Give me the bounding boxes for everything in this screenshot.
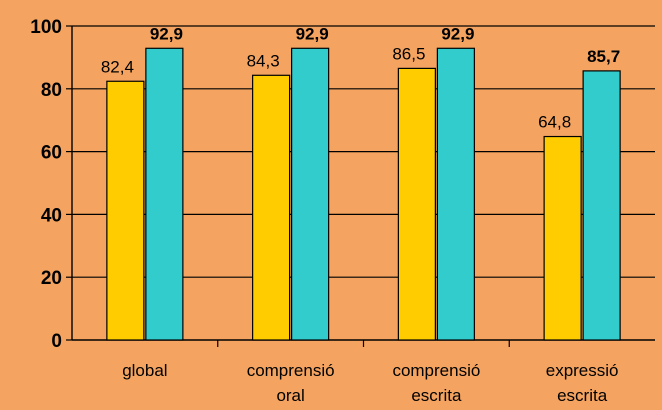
y-tick-label: 80 (41, 80, 62, 101)
data-label: 92,9 (441, 24, 474, 43)
data-label: 92,9 (150, 24, 183, 43)
data-label: 82,4 (101, 57, 134, 76)
bar-series2-cat1 (145, 47, 184, 341)
data-label: 92,9 (296, 24, 329, 43)
y-tick-label: 0 (51, 331, 62, 352)
x-tick-label: escrita (557, 386, 608, 405)
x-tick-label: comprensió (392, 361, 480, 380)
y-tick-label: 20 (41, 268, 62, 289)
bar-series2-cat3 (436, 47, 475, 341)
x-tick-labels: global comprensió oral comprensió escrita exp… (122, 361, 618, 405)
x-tick-label: comprensió (247, 361, 335, 380)
y-tick-label: 40 (41, 205, 62, 226)
x-tick-label: expressió (546, 361, 619, 380)
x-tick-label: oral (276, 386, 304, 405)
data-label: 86,5 (392, 44, 425, 63)
data-label: 85,7 (587, 47, 620, 66)
x-tick-label: global (122, 361, 167, 380)
y-tick-labels: 0 20 40 60 80 100 (30, 17, 62, 352)
bar-series1-cat2 (252, 74, 291, 341)
data-label: 84,3 (247, 51, 280, 70)
y-tick-label: 60 (41, 143, 62, 164)
bar-series2-cat2 (291, 47, 330, 341)
bar-series1-cat1 (106, 80, 145, 341)
y-tick-label: 100 (30, 17, 62, 38)
bars (106, 47, 621, 341)
x-tick-label: escrita (411, 386, 462, 405)
data-label: 64,8 (538, 113, 571, 132)
bar-series1-cat3 (397, 67, 436, 341)
bar-series2-cat4 (582, 70, 621, 341)
bar-series1-cat4 (543, 135, 582, 341)
data-labels: 82,4 92,9 84,3 92,9 86,5 92,9 64,8 85,7 (101, 24, 620, 131)
